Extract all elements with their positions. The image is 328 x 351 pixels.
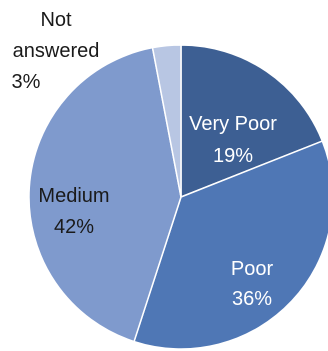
slices-layer: [28, 44, 328, 350]
slice-percent-label: 36%: [232, 288, 272, 310]
slice-category-label: Poor: [231, 258, 274, 280]
slice-percent-label: 19%: [213, 145, 253, 167]
slice-label-medium: Medium 42%: [38, 185, 109, 238]
slice-label-very-poor: Very Poor 19%: [189, 113, 277, 167]
slice-percent-label: 42%: [54, 216, 94, 238]
slice-label-poor: Poor 36%: [231, 258, 274, 310]
slice-category-label: Very Poor: [189, 113, 277, 135]
pie-slice-poor: [133, 140, 328, 350]
slice-percent-label: 3%: [12, 71, 41, 93]
labels-layer: Very Poor 19% Poor 36% Medium 42% Not answered 3…: [12, 9, 278, 310]
pie-slice-medium: [28, 46, 182, 343]
slice-label-not-answered: Not answered 3%: [12, 9, 100, 93]
slice-category-label: Medium: [38, 185, 109, 207]
pie-slice-not-answered: [151, 44, 182, 198]
pie-slice-very-poor: [180, 44, 324, 199]
slice-category-label: Not answered: [13, 9, 100, 62]
